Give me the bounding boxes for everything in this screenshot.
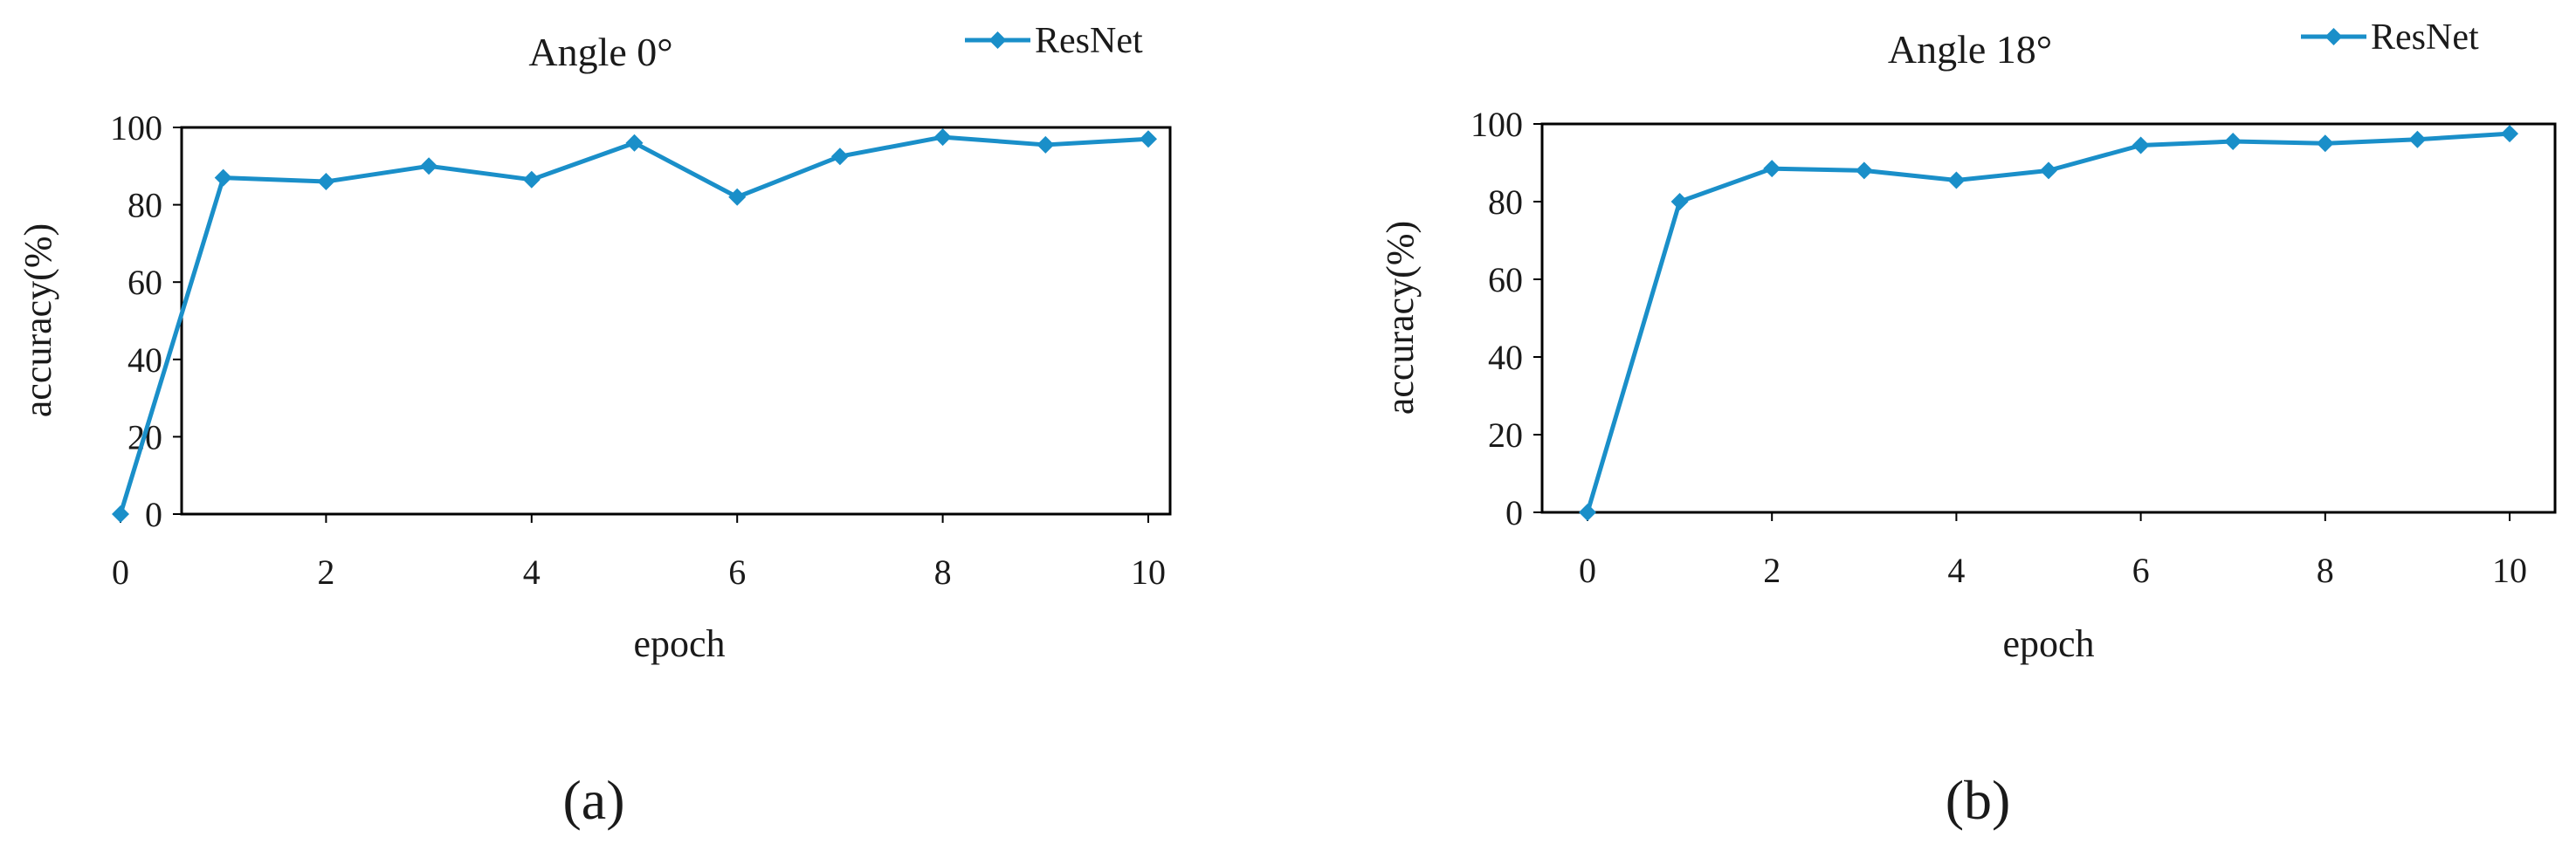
y-tick-label: 40 bbox=[127, 340, 162, 380]
data-point-diamond bbox=[1140, 130, 1157, 148]
data-point-diamond bbox=[933, 128, 952, 147]
series-resnet bbox=[1579, 125, 2518, 521]
data-point-diamond bbox=[112, 505, 129, 523]
y-tick-label: 80 bbox=[127, 186, 162, 225]
x-tick-label: 8 bbox=[934, 552, 952, 592]
data-point-diamond bbox=[830, 148, 849, 166]
legend: ResNet bbox=[965, 21, 1143, 61]
data-point-diamond bbox=[522, 170, 541, 189]
y-tick-label: 100 bbox=[1471, 105, 1523, 144]
x-tick-label: 2 bbox=[1763, 551, 1780, 590]
x-tick-label: 10 bbox=[2492, 551, 2527, 590]
x-axis-ticks: 0 2 4 6 8 10 bbox=[1579, 512, 2527, 590]
legend-marker-diamond-icon bbox=[2325, 28, 2343, 45]
x-tick-label: 10 bbox=[1131, 552, 1166, 592]
data-point-diamond bbox=[625, 134, 644, 152]
data-point-diamond bbox=[1670, 193, 1689, 210]
data-point-diamond bbox=[420, 157, 438, 175]
data-point-diamond bbox=[1763, 160, 1781, 178]
data-point-diamond bbox=[2224, 133, 2242, 151]
data-point-diamond bbox=[1947, 171, 1966, 189]
x-tick-label: 6 bbox=[728, 552, 746, 592]
x-tick-label: 6 bbox=[2132, 551, 2150, 590]
chart-panel-b: Angle 18° ResNet 0 20 40 60 80 100 0 2 4 6 8 10 ac… bbox=[1379, 17, 2557, 831]
x-tick-label: 0 bbox=[112, 552, 129, 592]
y-axis-ticks: 0 20 40 60 80 100 bbox=[1471, 105, 1542, 532]
legend-label: ResNet bbox=[1035, 21, 1143, 61]
panel-label-b: (b) bbox=[1946, 769, 2011, 831]
y-tick-label: 40 bbox=[1488, 338, 1523, 377]
data-point-diamond bbox=[728, 188, 747, 206]
y-axis-label: accuracy(%) bbox=[1379, 221, 1422, 415]
x-tick-label: 0 bbox=[1579, 551, 1596, 590]
y-tick-label: 80 bbox=[1488, 182, 1523, 222]
data-point-diamond bbox=[1579, 504, 1596, 521]
data-point-diamond bbox=[214, 168, 232, 187]
y-tick-label: 0 bbox=[145, 495, 162, 534]
y-tick-label: 20 bbox=[1488, 415, 1523, 455]
data-point-diamond bbox=[1037, 135, 1055, 154]
data-point-diamond bbox=[2408, 130, 2427, 148]
x-tick-label: 4 bbox=[1947, 551, 1965, 590]
panel-label-a: (a) bbox=[562, 769, 624, 831]
series-resnet bbox=[112, 128, 1157, 523]
x-tick-label: 4 bbox=[523, 552, 541, 592]
x-axis-ticks: 0 2 4 6 8 10 bbox=[112, 514, 1166, 592]
x-axis-label: epoch bbox=[633, 622, 725, 665]
series-line bbox=[1585, 131, 2511, 513]
y-tick-label: 0 bbox=[1505, 493, 1523, 532]
chart-title: Angle 18° bbox=[1888, 27, 2052, 72]
y-tick-label: 60 bbox=[1488, 260, 1523, 299]
y-tick-label: 60 bbox=[127, 263, 162, 302]
data-point-diamond bbox=[2132, 136, 2150, 154]
chart-title: Angle 0° bbox=[528, 30, 672, 74]
x-tick-label: 2 bbox=[317, 552, 334, 592]
legend-marker-diamond-icon bbox=[988, 31, 1007, 49]
series-line bbox=[118, 134, 1149, 515]
data-point-diamond bbox=[2040, 161, 2057, 180]
y-tick-label: 100 bbox=[110, 108, 162, 148]
data-point-diamond bbox=[317, 173, 335, 191]
x-tick-label: 8 bbox=[2317, 551, 2334, 590]
legend-label: ResNet bbox=[2371, 17, 2479, 58]
data-point-diamond bbox=[2501, 125, 2518, 143]
y-axis-label: accuracy(%) bbox=[17, 223, 59, 417]
legend: ResNet bbox=[2301, 17, 2479, 58]
plot-frame bbox=[1540, 122, 2557, 514]
data-point-diamond bbox=[2316, 134, 2334, 153]
x-axis-label: epoch bbox=[2002, 622, 2094, 665]
data-point-diamond bbox=[1855, 161, 1873, 180]
